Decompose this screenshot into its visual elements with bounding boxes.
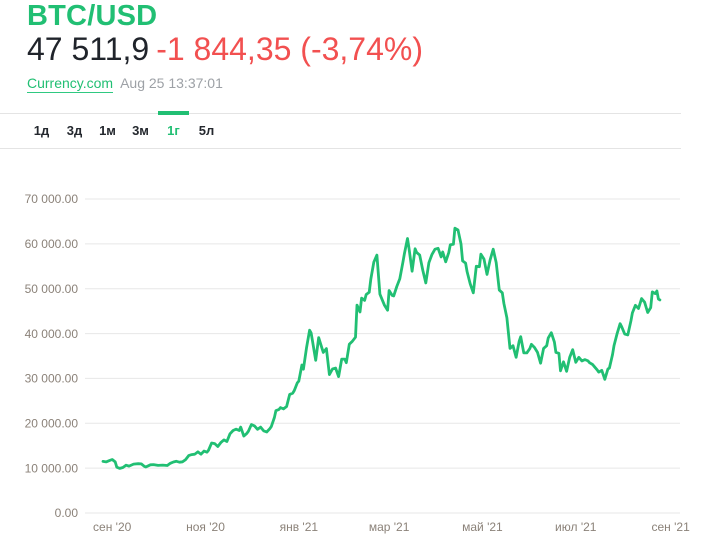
range-tab-3m[interactable]: 3м [132,123,149,138]
range-tab-1m[interactable]: 1м [99,123,116,138]
y-axis-label: 60 000.00 [25,237,79,251]
range-tab-1d[interactable]: 1д [33,123,50,138]
price-change: -1 844,35 (-3,74%) [156,31,423,67]
quote-timestamp: Aug 25 13:37:01 [120,75,223,91]
y-axis-label: 40 000.00 [25,327,79,341]
source-row: Currency.com Aug 25 13:37:01 [27,75,223,93]
y-axis-label: 50 000.00 [25,282,79,296]
x-axis-label: сен '21 [651,520,690,534]
y-axis-label: 0.00 [55,506,79,520]
x-axis-label: янв '21 [280,520,319,534]
x-axis-label: май '21 [462,520,503,534]
x-axis-label: июл '21 [555,520,597,534]
x-axis-label: ноя '20 [186,520,225,534]
y-axis-label: 30 000.00 [25,372,79,386]
x-axis-label: сен '20 [93,520,132,534]
x-axis-label: мар '21 [369,520,410,534]
last-price: 47 511,9 [27,31,150,67]
range-tab-5y[interactable]: 5л [198,123,215,138]
y-axis-label: 10 000.00 [25,461,79,475]
y-axis-label: 20 000.00 [25,416,79,430]
price-line [101,226,662,470]
y-axis-label: 70 000.00 [25,192,79,206]
price-row: 47 511,9 -1 844,35 (-3,74%) [27,31,423,67]
range-tab-3d[interactable]: 3д [66,123,83,138]
range-tab-1y[interactable]: 1г [157,111,190,148]
range-tabs: 1д 3д 1м 3м 1г 5л [0,111,681,149]
currency-com-link[interactable]: Currency.com [27,75,114,93]
instrument-title: BTC/USD [27,0,158,32]
